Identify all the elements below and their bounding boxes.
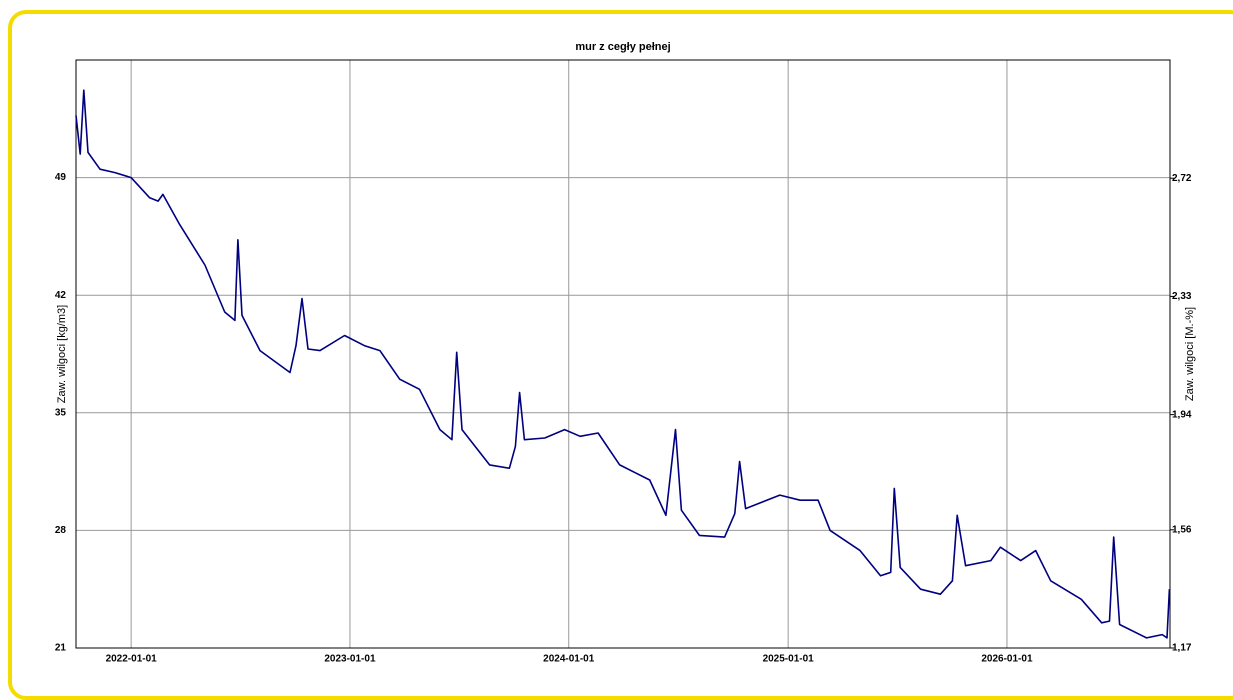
- y2-axis-label: Zaw. wilgoci [M.-%]: [1184, 307, 1196, 401]
- y2-tick-label: 1,94: [1172, 409, 1192, 420]
- x-tick-label: 2024-01-01: [543, 654, 595, 665]
- y2-tick-label: 1,56: [1172, 524, 1192, 535]
- y-tick-label: 21: [55, 643, 67, 654]
- x-tick-label: 2025-01-01: [763, 654, 815, 665]
- y-tick-label: 28: [55, 525, 67, 536]
- y2-tick-label: 2,33: [1172, 291, 1192, 302]
- x-tick-label: 2026-01-01: [981, 654, 1033, 665]
- y-axis-label: Zaw. wilgoci [kg/m3]: [56, 305, 68, 403]
- data-line: [75, 89, 1171, 639]
- x-tick-label: 2022-01-01: [106, 654, 158, 665]
- y-tick-label: 42: [55, 290, 67, 301]
- y2-tick-label: 2,72: [1172, 173, 1192, 184]
- y-tick-label: 35: [55, 407, 67, 418]
- x-tick-label: 2023-01-01: [324, 654, 376, 665]
- y-tick-label: 49: [55, 172, 67, 183]
- plot-frame: [75, 59, 1171, 649]
- y2-tick-label: 1,17: [1172, 643, 1192, 654]
- chart-title: mur z cegły pełnej: [575, 41, 670, 53]
